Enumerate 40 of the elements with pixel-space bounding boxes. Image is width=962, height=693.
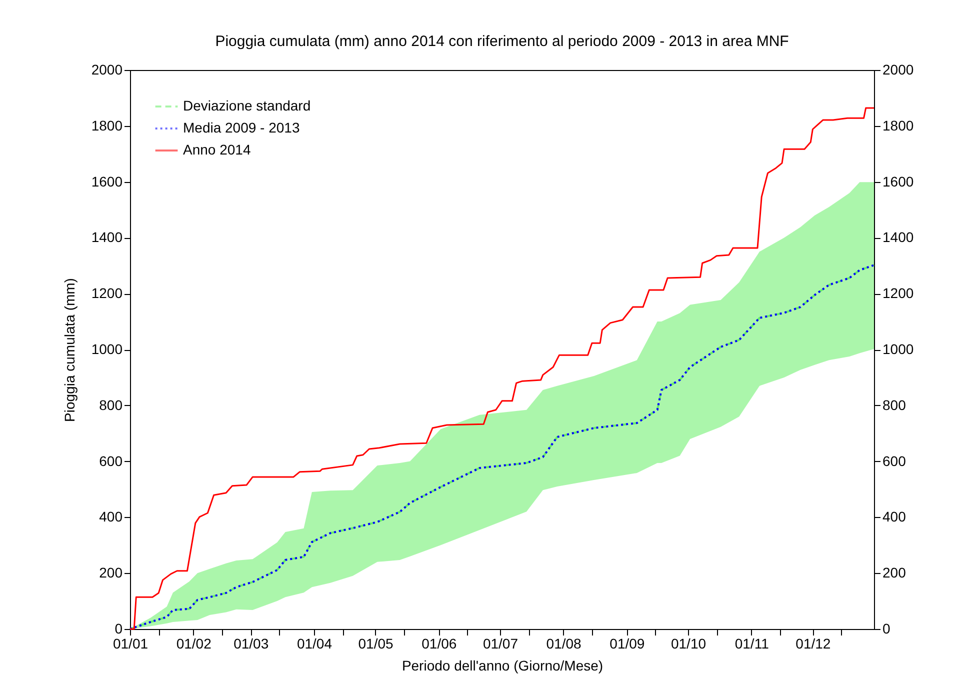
x-tick-label: 01/08 [546,636,582,652]
x-tick-label: 01/03 [234,636,269,652]
y2-tick-label: 1400 [882,229,914,246]
x-tick-label: 01/04 [296,636,332,652]
x-tick-label: 01/05 [358,636,394,652]
y-tick-label: 1200 [91,285,123,302]
y-tick-label: 1400 [91,229,123,246]
x-tick-label: 01/02 [176,636,212,652]
y2-tick-label: 1600 [882,173,914,190]
y2-tick-label: 600 [882,452,906,469]
x-tick-label: 01/09 [610,636,645,652]
y-tick-label: 1800 [91,117,123,134]
legend-label: Media 2009 - 2013 [183,120,300,136]
y2-tick-label: 1800 [882,117,914,134]
x-tick-label: 01/11 [734,636,770,652]
y-tick-label: 800 [99,396,123,413]
y-tick-label: 200 [99,564,123,581]
chart-title: Pioggia cumulata (mm) anno 2014 con riferimento al periodo 2009 - 2013 in area MNF [215,33,789,50]
y2-tick-label: 2000 [882,62,914,78]
y-tick-label: 1000 [91,341,123,357]
x-axis-title: Periodo dell'anno (Giorno/Mese) [402,658,604,674]
x-tick-label: 01/10 [670,636,706,652]
x-tick-label: 01/06 [422,636,457,652]
y2-tick-label: 0 [882,620,890,636]
x-tick-label: 01/12 [796,636,831,652]
y-tick-label: 1600 [91,173,123,190]
legend-label: Deviazione standard [183,98,311,114]
y2-tick-label: 1200 [882,285,914,302]
y2-tick-label: 200 [882,564,906,581]
y-tick-label: 2000 [91,62,123,78]
y2-tick-label: 800 [882,396,906,413]
y-tick-label: 0 [114,620,123,636]
x-tick-label: 01/07 [482,636,518,652]
x-tick-label: 01/01 [112,636,148,652]
y2-tick-label: 400 [882,508,906,525]
y-axis-title: Pioggia cumulata (mm) [61,278,78,422]
y-tick-label: 400 [99,508,123,525]
y2-tick-label: 1000 [882,341,914,357]
legend-label: Anno 2014 [183,142,251,158]
y-tick-label: 600 [99,452,123,469]
